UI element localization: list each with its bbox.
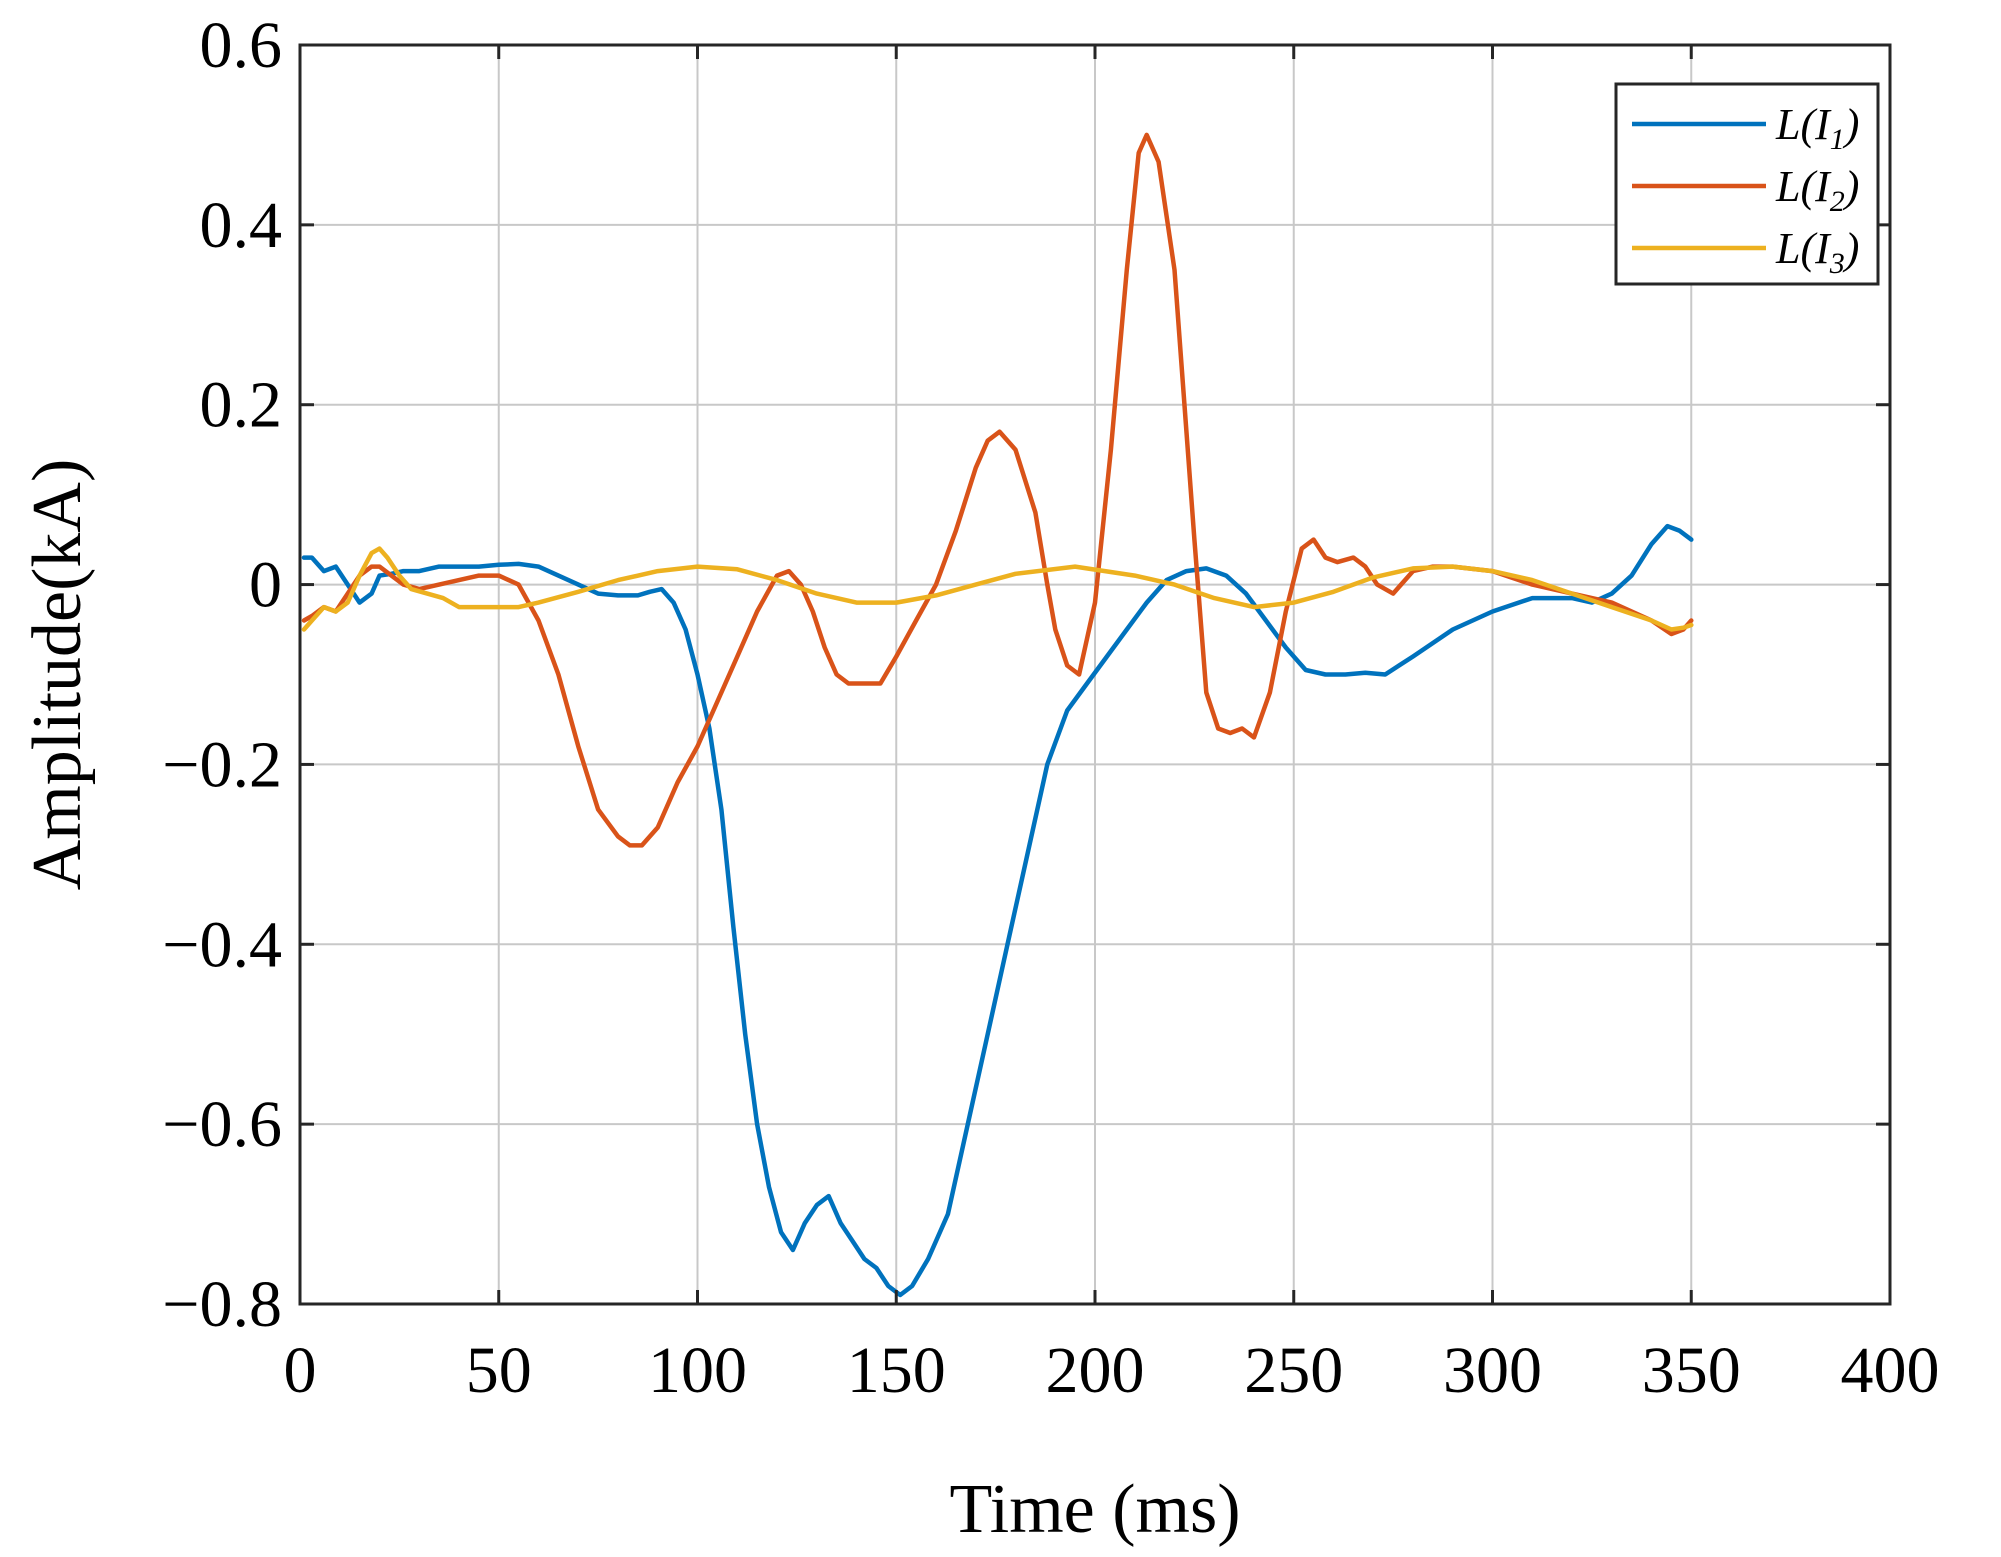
x-tick-label: 0 (284, 1334, 317, 1407)
series-line-1 (301, 523, 1694, 1298)
legend-label-main: L(I (1775, 100, 1832, 149)
legend-label-2: L(I2) (1775, 162, 1859, 218)
x-tick-label: 50 (466, 1334, 532, 1407)
legend-label-main: L(I (1775, 224, 1832, 273)
legend-label-subscript: 2 (1830, 185, 1845, 218)
x-tick-label: 400 (1841, 1334, 1940, 1407)
y-tick-label: −0.4 (162, 908, 282, 981)
y-tick-label: −0.2 (162, 728, 282, 801)
legend: L(I1)L(I2)L(I3) (1614, 82, 1880, 286)
x-tick-label: 300 (1443, 1334, 1542, 1407)
legend-label-3: L(I3) (1775, 224, 1859, 280)
series-line-2 (301, 132, 1694, 848)
y-tick-label: 0.4 (200, 189, 283, 262)
x-tick-label: 150 (847, 1334, 946, 1407)
tick-labels: 0 50 100 150 200 250 300 350 400 −0.8 −0.6 −0.4 −0.2… (162, 9, 1939, 1407)
legend-label-1: L(I1) (1775, 100, 1859, 156)
legend-label-close: ) (1842, 224, 1860, 273)
x-tick-label: 100 (648, 1334, 747, 1407)
x-axis-title: Time (ms) (949, 1471, 1240, 1548)
y-axis-title: Amplitude(kA) (19, 459, 96, 891)
legend-label-subscript: 1 (1830, 123, 1845, 156)
legend-label-subscript: 3 (1829, 247, 1845, 280)
legend-label-close: ) (1842, 162, 1860, 211)
y-tick-label: 0.6 (200, 9, 283, 82)
y-tick-label: −0.8 (162, 1268, 282, 1341)
legend-label-main: L(I (1775, 162, 1832, 211)
y-tick-label: −0.6 (162, 1088, 282, 1161)
y-tick-label: 0 (249, 549, 282, 622)
series-layer (301, 132, 1694, 1298)
y-tick-label: 0.2 (200, 369, 283, 442)
legend-label-close: ) (1842, 100, 1860, 149)
x-tick-label: 200 (1046, 1334, 1145, 1407)
ticks (298, 43, 1892, 1306)
series-line-3 (301, 546, 1694, 632)
x-tick-label: 350 (1642, 1334, 1741, 1407)
x-tick-label: 250 (1244, 1334, 1343, 1407)
